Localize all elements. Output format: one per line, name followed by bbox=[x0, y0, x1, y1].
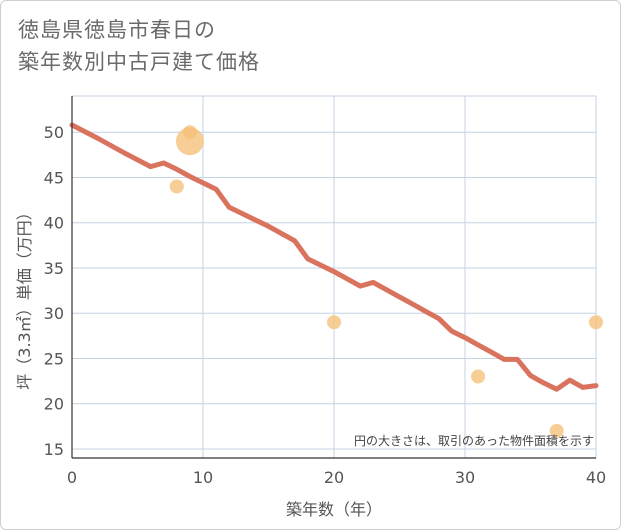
title-line-1: 徳島県徳島市春日の bbox=[18, 18, 216, 42]
scatter-point bbox=[175, 127, 204, 156]
x-tick-label: 30 bbox=[455, 468, 475, 487]
y-tick-label: 40 bbox=[44, 214, 64, 233]
y-tick-label: 30 bbox=[44, 304, 64, 323]
tick-labels: 15 20 25 30 35 40 45 50 0 10 20 30 40 bbox=[44, 123, 607, 487]
scatter-point bbox=[589, 315, 603, 330]
scatter-point bbox=[471, 369, 486, 384]
scatter-points bbox=[169, 125, 603, 438]
trend-line bbox=[69, 122, 599, 392]
y-tick-label: 35 bbox=[44, 259, 64, 278]
x-tick-label: 0 bbox=[67, 468, 77, 487]
y-tick-label: 15 bbox=[44, 440, 64, 459]
x-tick-label: 40 bbox=[586, 468, 606, 487]
x-axis-label: 築年数（年） bbox=[286, 500, 382, 519]
y-tick-label: 20 bbox=[44, 395, 64, 414]
scatter-point bbox=[169, 179, 184, 194]
y-tick-label: 25 bbox=[44, 349, 64, 368]
x-tick-label: 10 bbox=[193, 468, 213, 487]
title-line-2: 築年数別中古戸建て価格 bbox=[18, 50, 260, 74]
chart-title: 徳島県徳島市春日の 築年数別中古戸建て価格 bbox=[18, 14, 578, 78]
y-tick-label: 50 bbox=[44, 123, 64, 142]
y-axis-label: 坪（3.3㎡）単価（万円） bbox=[15, 204, 34, 389]
grid bbox=[72, 95, 597, 458]
y-tick-label: 45 bbox=[44, 168, 64, 187]
trend-line-group bbox=[69, 122, 599, 392]
bubble-size-note: 円の大きさは、取引のあった物件面積を示す bbox=[354, 433, 594, 448]
scatter-point bbox=[549, 423, 564, 438]
axes bbox=[71, 96, 596, 459]
scatter-point bbox=[327, 315, 341, 330]
x-tick-label: 20 bbox=[324, 468, 344, 487]
